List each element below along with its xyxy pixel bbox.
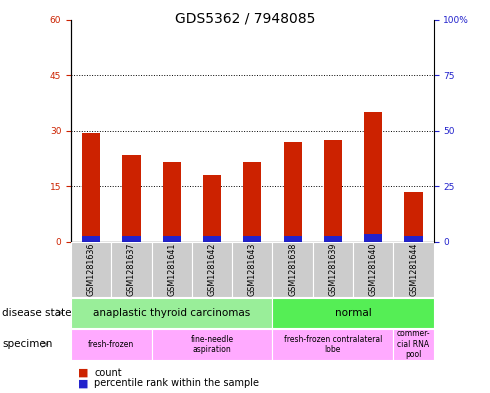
Text: count: count [94,367,122,378]
Bar [203,236,221,242]
Text: GSM1281641: GSM1281641 [167,242,176,296]
Bar [404,236,422,242]
Bar [313,242,353,297]
Text: specimen: specimen [2,339,53,349]
Text: commer-
cial RNA
pool: commer- cial RNA pool [397,329,430,359]
Bar [163,162,181,242]
Bar [122,155,141,242]
Bar [324,236,342,242]
Text: anaplastic thyroid carcinomas: anaplastic thyroid carcinomas [93,308,250,318]
Text: GSM1281637: GSM1281637 [127,242,136,296]
Text: GSM1281640: GSM1281640 [368,242,378,296]
Bar [82,132,100,242]
Text: GSM1281636: GSM1281636 [87,242,96,296]
Text: disease state: disease state [2,308,72,318]
Text: GSM1281639: GSM1281639 [328,242,338,296]
Bar [122,236,141,242]
Bar [163,236,181,242]
Bar [192,242,232,297]
Bar [243,162,262,242]
Bar [272,298,434,328]
Text: GDS5362 / 7948085: GDS5362 / 7948085 [175,11,315,25]
Text: ■: ■ [78,378,89,388]
Bar [393,329,434,360]
Text: percentile rank within the sample: percentile rank within the sample [94,378,259,388]
Bar [284,236,302,242]
Bar [404,192,422,242]
Bar [364,234,382,242]
Text: GSM1281643: GSM1281643 [248,242,257,296]
Bar [284,142,302,242]
Bar [71,329,151,360]
Bar [243,236,262,242]
Bar [272,242,313,297]
Text: GSM1281642: GSM1281642 [208,242,217,296]
Text: fine-needle
aspiration: fine-needle aspiration [191,334,234,354]
Text: GSM1281638: GSM1281638 [288,242,297,296]
Bar [364,112,382,242]
Text: fresh-frozen contralateral
lobe: fresh-frozen contralateral lobe [284,334,382,354]
Bar [203,175,221,242]
Bar [393,242,434,297]
Bar [272,329,393,360]
Bar [82,236,100,242]
Text: fresh-frozen: fresh-frozen [88,340,134,349]
Bar [111,242,151,297]
Bar [232,242,272,297]
Text: ■: ■ [78,367,89,378]
Bar [151,329,272,360]
Text: normal: normal [335,308,371,318]
Bar [324,140,342,242]
Bar [71,298,272,328]
Bar [353,242,393,297]
Bar [71,242,111,297]
Bar [151,242,192,297]
Text: GSM1281644: GSM1281644 [409,242,418,296]
